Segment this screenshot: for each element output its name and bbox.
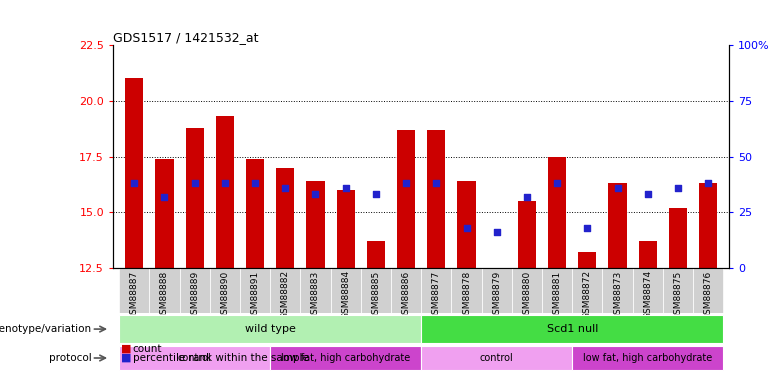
Text: wild type: wild type [245, 324, 296, 334]
Point [128, 180, 140, 186]
Bar [276, 168, 294, 268]
Point [581, 225, 594, 231]
Text: percentile rank within the sample: percentile rank within the sample [133, 353, 308, 363]
Bar [639, 241, 657, 268]
Point [672, 185, 684, 191]
Bar [457, 181, 476, 268]
Bar [578, 252, 597, 268]
Point [339, 185, 352, 191]
Text: low fat, high carbohydrate: low fat, high carbohydrate [583, 353, 712, 363]
Text: GSM88887: GSM88887 [129, 270, 139, 320]
Bar [608, 183, 626, 268]
Text: GSM88882: GSM88882 [281, 270, 290, 320]
Bar [481, 268, 512, 314]
Text: GSM88880: GSM88880 [523, 270, 531, 320]
Text: GDS1517 / 1421532_at: GDS1517 / 1421532_at [113, 31, 259, 44]
Point [158, 194, 171, 200]
Point [460, 225, 473, 231]
Bar [155, 159, 173, 268]
Text: GSM88884: GSM88884 [341, 270, 350, 320]
Bar [307, 181, 324, 268]
Bar [119, 346, 270, 370]
Text: Scd1 null: Scd1 null [547, 324, 598, 334]
Bar [210, 268, 240, 314]
Text: protocol: protocol [49, 353, 91, 363]
Point [430, 180, 442, 186]
Bar [179, 268, 210, 314]
Text: GSM88889: GSM88889 [190, 270, 199, 320]
Bar [663, 268, 693, 314]
Point [218, 180, 231, 186]
Text: ■: ■ [121, 344, 131, 354]
Text: control: control [178, 353, 211, 363]
Bar [512, 268, 542, 314]
Bar [119, 268, 149, 314]
Bar [693, 268, 723, 314]
Point [189, 180, 201, 186]
Text: GSM88883: GSM88883 [311, 270, 320, 320]
Bar [699, 183, 718, 268]
Bar [542, 268, 573, 314]
Text: GSM88875: GSM88875 [673, 270, 682, 320]
Point [491, 230, 503, 236]
Point [702, 180, 714, 186]
Text: GSM88877: GSM88877 [432, 270, 441, 320]
Bar [427, 130, 445, 268]
Text: GSM88886: GSM88886 [402, 270, 410, 320]
Point [521, 194, 534, 200]
Text: GSM88891: GSM88891 [250, 270, 260, 320]
Point [249, 180, 261, 186]
Bar [452, 268, 481, 314]
Bar [216, 116, 234, 268]
Bar [488, 268, 505, 270]
Bar [367, 241, 385, 268]
Text: control: control [480, 353, 513, 363]
Text: GSM88878: GSM88878 [462, 270, 471, 320]
Bar [300, 268, 331, 314]
Bar [518, 201, 536, 268]
Bar [149, 268, 179, 314]
Text: ■: ■ [121, 353, 131, 363]
Bar [548, 156, 566, 268]
Bar [573, 346, 723, 370]
Text: GSM88881: GSM88881 [552, 270, 562, 320]
Bar [397, 130, 415, 268]
Bar [421, 346, 573, 370]
Bar [421, 315, 723, 343]
Text: GSM88873: GSM88873 [613, 270, 622, 320]
Text: count: count [133, 344, 162, 354]
Bar [421, 268, 452, 314]
Bar [119, 315, 421, 343]
Text: GSM88876: GSM88876 [704, 270, 713, 320]
Bar [270, 268, 300, 314]
Bar [361, 268, 391, 314]
Point [551, 180, 563, 186]
Bar [602, 268, 633, 314]
Text: GSM88885: GSM88885 [371, 270, 381, 320]
Text: GSM88888: GSM88888 [160, 270, 169, 320]
Bar [270, 346, 421, 370]
Bar [246, 159, 264, 268]
Bar [669, 208, 687, 268]
Text: GSM88890: GSM88890 [221, 270, 229, 320]
Text: genotype/variation: genotype/variation [0, 324, 91, 334]
Point [400, 180, 413, 186]
Bar [240, 268, 270, 314]
Bar [186, 128, 204, 268]
Bar [331, 268, 361, 314]
Point [641, 192, 654, 198]
Text: GSM88874: GSM88874 [644, 270, 652, 320]
Point [370, 192, 382, 198]
Bar [391, 268, 421, 314]
Point [612, 185, 624, 191]
Text: low fat, high carbohydrate: low fat, high carbohydrate [281, 353, 410, 363]
Bar [633, 268, 663, 314]
Text: GSM88879: GSM88879 [492, 270, 502, 320]
Bar [337, 190, 355, 268]
Bar [573, 268, 602, 314]
Bar [125, 78, 144, 268]
Point [309, 192, 321, 198]
Point [279, 185, 292, 191]
Text: GSM88872: GSM88872 [583, 270, 592, 320]
